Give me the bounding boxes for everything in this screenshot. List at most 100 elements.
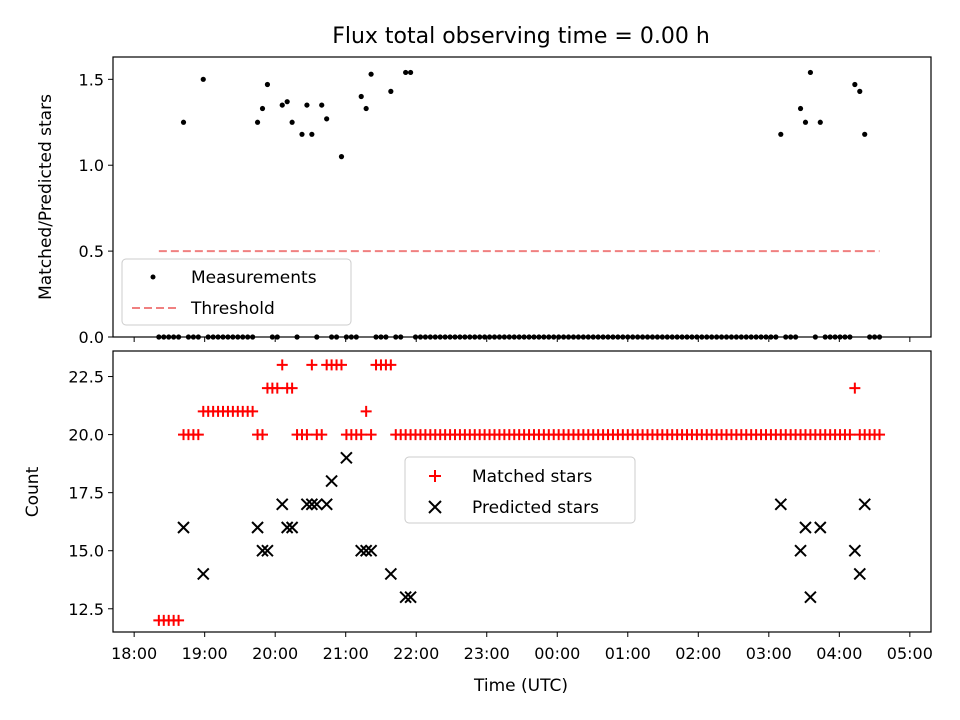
ratio-panel-frame	[112, 56, 932, 338]
measurements-point	[284, 99, 290, 105]
predicted-stars-point	[853, 567, 866, 581]
counts-y-tick-label: 17.5	[68, 484, 104, 503]
count-panel-frame	[112, 350, 932, 633]
predicted-stars-point	[364, 544, 378, 557]
measurements-point	[388, 88, 394, 94]
predicted-stars-point	[799, 521, 812, 534]
matched-stars-point	[301, 429, 313, 441]
predicted-legend-label: Predicted stars	[472, 498, 599, 518]
measurements-point	[807, 69, 814, 76]
measurements-point	[862, 131, 868, 137]
matched-stars-point	[306, 359, 318, 371]
counts-y-tick-label: 12.5	[68, 600, 104, 619]
ratio-y-tick-label: 1.0	[79, 156, 104, 175]
predicted-stars-point	[384, 567, 398, 581]
x-tick-labels: 18:00 19:00 20:00 21:00 22:00 23:00 00:00 01:00…	[111, 644, 933, 663]
x-tick-label: 20:00	[252, 644, 298, 663]
predicted-stars-point	[276, 498, 289, 511]
predicted-stars-point	[285, 521, 299, 534]
counts-y-tick-label: 20.0	[68, 426, 104, 445]
measurements-point	[254, 119, 261, 125]
measurements-legend-marker	[150, 274, 156, 280]
measurements-point	[319, 102, 325, 108]
ratio-legend-box	[121, 258, 352, 326]
predicted-stars-point	[404, 590, 417, 604]
measurements-point	[304, 102, 310, 108]
matched-stars-point	[365, 429, 377, 441]
measurements-point	[403, 69, 409, 76]
threshold-legend-label: Threshold	[190, 299, 275, 319]
predicted-stars-point	[310, 498, 324, 511]
matched-stars-point	[844, 429, 856, 441]
matched-stars-point	[385, 359, 397, 371]
matched-stars-point	[247, 405, 259, 417]
predicted-stars-point	[774, 498, 788, 511]
predicted-stars-point	[261, 544, 274, 557]
x-tick-label: 01:00	[605, 644, 651, 663]
matched-stars-point	[276, 359, 288, 371]
predicted-stars-point	[340, 451, 353, 465]
measurements-point	[817, 119, 823, 125]
predicted-legend-marker	[428, 500, 442, 514]
x-tick-label: 19:00	[182, 644, 228, 663]
count-panel: 12.5 15.0 17.5 20.0 22.5 Count Matched stars…	[23, 350, 932, 637]
ratio-panel: 0.0 0.5 1.0 1.5 Matched/Predicted stars Mea…	[36, 56, 932, 347]
predicted-stars-point	[256, 544, 269, 557]
measurements-point	[324, 116, 330, 122]
matched-legend-marker	[429, 470, 441, 482]
predicted-stars-point	[355, 544, 368, 557]
measurements-point	[200, 76, 206, 82]
measurements-point	[363, 105, 369, 112]
predicted-stars-point	[399, 590, 412, 604]
x-tick-label: 02:00	[675, 644, 721, 663]
matched-stars-point	[849, 382, 861, 394]
measurements-point	[338, 154, 345, 160]
matched-stars-point	[286, 382, 298, 394]
x-tick-label: 05:00	[887, 644, 933, 663]
x-tick-label: 21:00	[323, 644, 369, 663]
measurements-point	[802, 119, 809, 125]
ratio-legend[interactable]: Measurements Threshold	[121, 258, 352, 326]
matched-stars-point	[316, 429, 328, 441]
ratio-panel-ticks: 0.0 0.5 1.0 1.5	[79, 70, 911, 347]
predicted-stars-point	[804, 590, 817, 604]
measurements-point	[180, 119, 187, 125]
ratio-y-tick-label: 0.0	[79, 328, 104, 347]
predicted-stars-point	[359, 544, 373, 557]
count-panel-ticks: 12.5 15.0 17.5 20.0 22.5	[68, 368, 911, 637]
predicted-stars-point	[300, 498, 314, 511]
measurements-point	[358, 93, 364, 100]
ratio-y-tick-label: 0.5	[79, 242, 104, 261]
measurements-point	[797, 105, 804, 112]
matched-legend-label: Matched stars	[472, 467, 592, 487]
measurements-point	[279, 102, 285, 108]
x-tick-label: 23:00	[464, 644, 510, 663]
count-panel-marks	[153, 359, 886, 626]
counts-y-tick-label: 15.0	[68, 542, 104, 561]
predicted-stars-point	[305, 498, 319, 511]
x-tick-label: 03:00	[746, 644, 792, 663]
counts-y-tick-label: 22.5	[68, 368, 104, 387]
x-tick-label: 22:00	[393, 644, 439, 663]
measurements-point	[264, 81, 271, 88]
predicted-stars-point	[177, 521, 190, 534]
chart-title: Flux total observing time = 0.00 h	[332, 24, 710, 49]
x-axis-label: Time (UTC)	[473, 676, 568, 696]
matched-stars-point	[256, 429, 268, 441]
matched-stars-point	[355, 429, 367, 441]
measurements-point	[289, 119, 295, 125]
predicted-stars-point	[794, 544, 807, 557]
x-tick-label: 00:00	[534, 644, 580, 663]
predicted-stars-point	[858, 498, 871, 511]
count-legend[interactable]: Matched stars Predicted stars	[404, 456, 636, 524]
count-legend-box	[404, 456, 636, 524]
predicted-stars-point	[320, 498, 333, 511]
x-tick-label: 04:00	[816, 644, 862, 663]
predicted-stars-point	[848, 544, 862, 557]
measurements-point	[852, 81, 858, 88]
ratio-y-tick-label: 1.5	[79, 70, 104, 89]
matched-stars-point	[173, 614, 185, 626]
measurements-point	[857, 88, 863, 94]
matched-stars-point	[874, 429, 886, 441]
measurements-point	[778, 131, 784, 137]
